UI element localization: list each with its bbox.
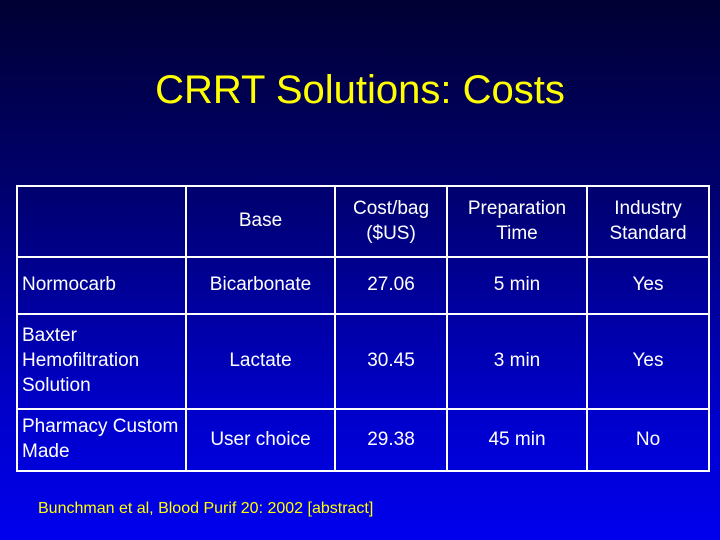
table-row: Normocarb Bicarbonate 27.06 5 min Yes: [16, 256, 710, 315]
row-label: Baxter Hemofiltration Solution: [16, 313, 187, 410]
table-cell: 3 min: [446, 313, 588, 410]
table-cell: Yes: [586, 313, 710, 410]
empty-cell: [16, 185, 187, 258]
footnote: Bunchman et al, Blood Purif 20: 2002 [ab…: [38, 500, 374, 517]
table-cell: User choice: [185, 408, 336, 472]
slide-title: CRRT Solutions: Costs: [155, 68, 565, 112]
table-cell: 45 min: [446, 408, 588, 472]
table-row: Baxter Hemofiltration Solution Lactate 30.…: [16, 313, 710, 410]
table-cell: 29.38: [334, 408, 448, 472]
header-cell: Cost/bag ($US): [334, 185, 448, 258]
table-cell: Lactate: [185, 313, 336, 410]
header-cell: Industry Standard: [586, 185, 710, 258]
header-cell: Preparation Time: [446, 185, 588, 258]
table-cell: 27.06: [334, 256, 448, 315]
row-label: Pharmacy Custom Made: [16, 408, 187, 472]
table-cell: Bicarbonate: [185, 256, 336, 315]
header-row: Base Cost/bag ($US) Preparation Time Ind…: [16, 185, 710, 258]
cost-table: Base Cost/bag ($US) Preparation Time Ind…: [16, 185, 710, 472]
table-cell: 5 min: [446, 256, 588, 315]
table-cell: Yes: [586, 256, 710, 315]
row-label: Normocarb: [16, 256, 187, 315]
header-cell: Base: [185, 185, 336, 258]
table-row: Pharmacy Custom Made User choice 29.38 45 m…: [16, 408, 710, 472]
table-cell: No: [586, 408, 710, 472]
table-cell: 30.45: [334, 313, 448, 410]
table-body: Base Cost/bag ($US) Preparation Time Ind…: [16, 185, 710, 472]
